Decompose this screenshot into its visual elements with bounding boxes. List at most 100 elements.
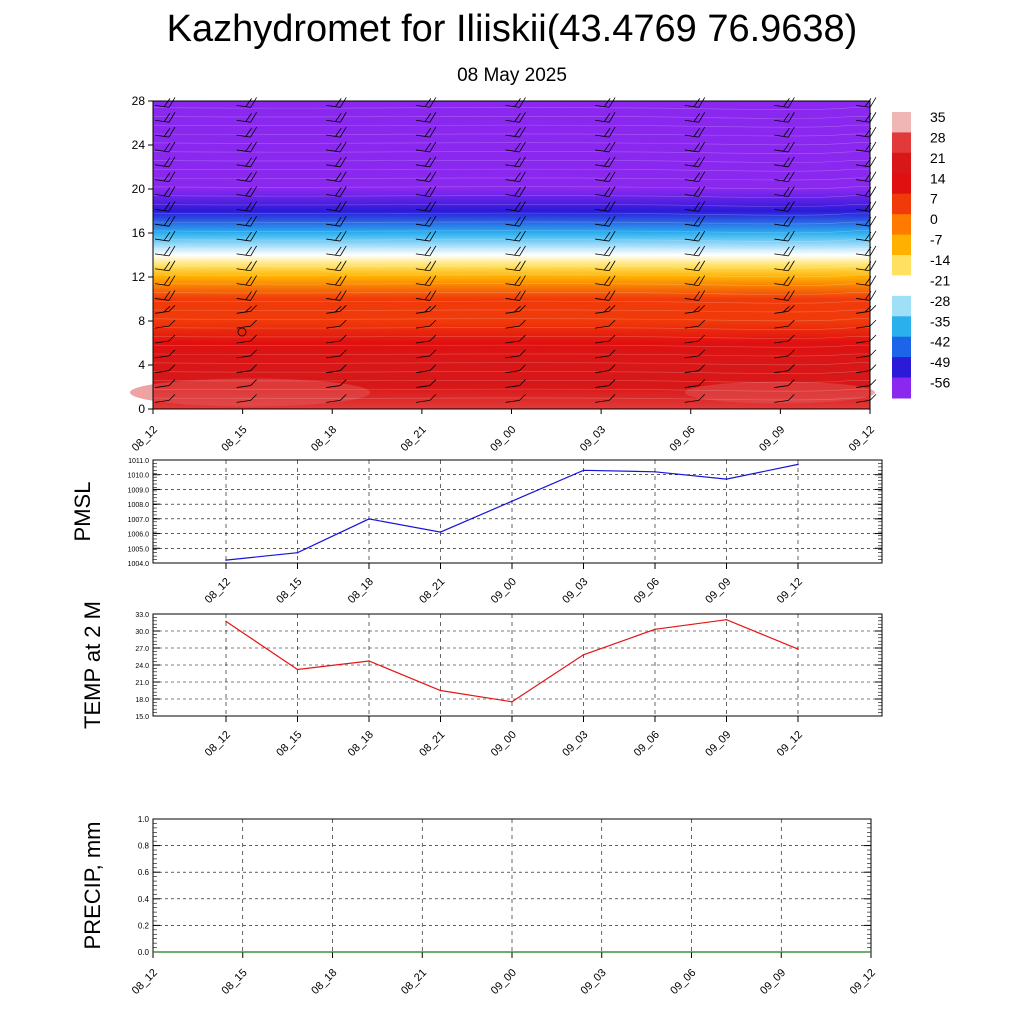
- wind-barb: [168, 141, 176, 153]
- wind-barb: [608, 126, 616, 138]
- wind-barb: [339, 290, 347, 301]
- wind-barb: [608, 349, 616, 357]
- contour-line: [152, 186, 871, 190]
- wind-barb: [236, 134, 251, 138]
- wind-barb: [774, 253, 789, 257]
- wind-barb: [505, 149, 520, 153]
- wind-barb: [334, 98, 342, 108]
- wind-barb: [326, 298, 341, 301]
- wind-barb: [774, 164, 789, 168]
- wind-barb: [608, 319, 616, 327]
- pmsl-y-tick-label: 1008.0: [128, 502, 150, 509]
- wind-barb: [245, 98, 252, 108]
- wind-barb: [250, 215, 257, 227]
- wind-barb: [154, 400, 170, 403]
- wind-barb: [415, 325, 430, 329]
- wind-barb: [595, 223, 610, 227]
- precip-y-tick-label: 0.8: [138, 842, 150, 851]
- wind-barb: [163, 216, 171, 226]
- wind-barb: [698, 305, 706, 312]
- wind-barb: [783, 276, 790, 286]
- wind-barb: [250, 290, 257, 301]
- colorbar-label: 35: [930, 109, 946, 125]
- wind-barb: [424, 261, 432, 271]
- wind-barb: [519, 379, 526, 386]
- wind-barb: [519, 364, 526, 371]
- wind-barb: [505, 370, 520, 374]
- wind-barb: [339, 126, 347, 138]
- contour-line: [152, 124, 871, 128]
- wind-barb: [250, 186, 257, 197]
- wind-barb: [415, 340, 430, 344]
- wind-barb: [519, 141, 526, 153]
- wind-barb: [326, 325, 341, 329]
- wind-barb: [415, 400, 430, 403]
- wind-barb: [429, 290, 437, 301]
- wind-barb: [514, 291, 521, 301]
- wind-barb: [429, 334, 437, 342]
- wind-barb: [788, 275, 795, 286]
- wind-barb: [684, 208, 699, 212]
- wind-barb: [339, 275, 347, 286]
- wind-barb: [326, 268, 341, 272]
- wind-barb: [519, 349, 526, 357]
- wind-barb: [684, 119, 699, 123]
- wind-barb: [514, 172, 521, 182]
- wind-barb: [869, 171, 877, 182]
- wind-barb: [608, 156, 616, 168]
- wind-barb: [595, 298, 610, 301]
- temp2m-data-point: [511, 701, 513, 703]
- wind-barb: [788, 97, 795, 108]
- wind-barb: [698, 349, 706, 357]
- wind-barb: [608, 141, 616, 153]
- wind-barb: [869, 126, 877, 138]
- wind-barb: [250, 349, 257, 357]
- wind-barb: [698, 156, 706, 168]
- wind-barb: [693, 306, 701, 313]
- wind-barb: [339, 141, 347, 153]
- colorbar-segment: [892, 112, 911, 133]
- wind-barb: [163, 276, 171, 286]
- colorbar-label: -56: [930, 375, 950, 391]
- colorbar-segment: [892, 234, 911, 256]
- wind-barb: [595, 194, 610, 197]
- wind-barb: [154, 179, 170, 183]
- wind-barb: [783, 142, 790, 152]
- wind-barb: [774, 283, 789, 286]
- wind-barb: [684, 223, 699, 227]
- colorbar-label: -28: [930, 293, 950, 309]
- wind-barb: [154, 119, 170, 123]
- wind-barb: [415, 179, 430, 183]
- wind-barb: [415, 119, 430, 123]
- wind-barb: [519, 260, 526, 271]
- temp2m-x-tick-label: 08_15: [274, 729, 304, 759]
- pmsl-x-tick-label: 09_03: [560, 576, 590, 606]
- wind-barb: [693, 142, 701, 152]
- wind-barb: [163, 142, 171, 152]
- colorbar-label: -35: [930, 313, 950, 329]
- colorbar-segment: [892, 173, 911, 195]
- wind-barb: [505, 238, 520, 242]
- wind-barb: [429, 141, 437, 153]
- wind-barb: [783, 98, 790, 108]
- wind-barb: [698, 171, 706, 182]
- pmsl-ylabel: PMSL: [70, 482, 95, 542]
- wind-barb: [326, 149, 341, 153]
- wind-barb: [168, 186, 176, 197]
- wind-barb: [608, 201, 616, 212]
- wind-barb: [603, 216, 611, 226]
- wind-barb: [326, 164, 341, 168]
- wind-barb: [774, 370, 789, 374]
- wind-barb: [429, 394, 437, 401]
- wind-barb: [783, 127, 790, 137]
- wind-barb: [693, 246, 701, 256]
- wind-barb: [163, 202, 171, 212]
- wind-barb: [154, 268, 170, 272]
- wind-barb: [429, 364, 437, 371]
- wind-barb: [603, 276, 611, 286]
- wind-barb: [774, 134, 789, 138]
- wind-barb: [245, 202, 252, 212]
- wind-barb: [519, 186, 526, 197]
- contour-line: [152, 335, 871, 339]
- wind-barb: [326, 340, 341, 344]
